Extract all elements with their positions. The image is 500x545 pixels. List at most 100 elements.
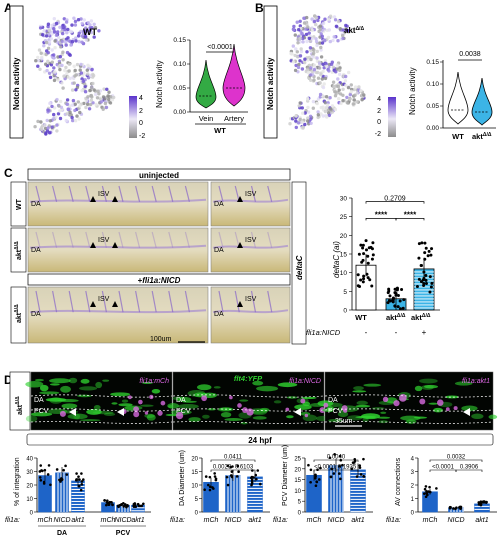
umap-point [346, 29, 351, 33]
panel-letter-c: C [4, 166, 13, 180]
yfp-signal [111, 402, 118, 405]
umap-point [311, 99, 316, 104]
umap-point [58, 55, 62, 59]
data-point [110, 500, 113, 504]
umap-point [106, 94, 110, 98]
isv-stain [168, 185, 174, 202]
yfp-signal [273, 400, 282, 404]
data-point [208, 485, 212, 489]
data-point [362, 457, 365, 461]
isv-stain [135, 185, 141, 202]
umap-point [298, 59, 302, 63]
violin-ylabel-b: Notch activity [408, 67, 417, 115]
violin-ylabel-a: Notch activity [155, 60, 164, 108]
data-point [386, 291, 390, 295]
colorbar-tick: -2 [375, 131, 381, 138]
yfp-signal [176, 396, 192, 402]
data-point [316, 468, 319, 471]
data-point [137, 504, 141, 508]
umap-point [301, 36, 305, 41]
umap-point [89, 102, 93, 107]
umap-point [70, 40, 75, 44]
umap-point [72, 64, 76, 69]
umap-point [312, 48, 316, 52]
sidebar-label-a: Notch activity [12, 57, 21, 110]
yfp-signal [207, 408, 217, 411]
isv-stain [184, 231, 190, 248]
data-point [133, 503, 137, 506]
isv-stain [118, 231, 124, 248]
yfp-signal [60, 385, 71, 393]
umap-point [73, 108, 77, 113]
umap-point [52, 66, 56, 70]
data-point [360, 260, 364, 264]
x-category: mCh [307, 517, 322, 524]
data-point [396, 294, 400, 298]
da-label: DA [31, 247, 41, 254]
yfp-signal [277, 382, 298, 388]
umap-point [75, 114, 79, 118]
data-point [254, 473, 258, 477]
pvalue: 0.3906 [460, 465, 479, 471]
umap-point [109, 95, 113, 99]
umap-point [39, 51, 43, 55]
isv-stain [151, 231, 157, 248]
data-point [417, 256, 421, 260]
umap-point [288, 122, 292, 126]
data-point [366, 276, 370, 280]
umap-point [318, 61, 322, 65]
umap-point [300, 106, 304, 110]
umap-point [332, 84, 336, 89]
colorbar-b [388, 97, 396, 137]
umap-point [310, 28, 314, 32]
data-point [309, 480, 312, 484]
umap-point [334, 70, 338, 74]
isv-stain [218, 290, 224, 313]
yfp-signal [80, 378, 90, 384]
umap-point [338, 68, 342, 73]
umap-point [97, 29, 101, 33]
data-point [452, 507, 455, 510]
isv-stain [68, 185, 74, 202]
umap-point [64, 43, 68, 47]
panel-b: Notch activity aktΔ/Δ 4 2 0 -2 Notch act… [263, 5, 496, 141]
data-point [39, 464, 43, 467]
data-point [38, 476, 42, 479]
umap-point [94, 102, 98, 107]
isv-stain [184, 290, 190, 313]
violin-yticks-a: 0.00 0.05 0.10 0.15 [173, 37, 190, 116]
umap-point [58, 109, 62, 113]
data-point [423, 257, 427, 261]
data-point [366, 261, 370, 265]
umap-point [293, 33, 297, 37]
header-uninjected: uninjected [139, 171, 179, 180]
umap-point [60, 81, 64, 85]
isv-stain [118, 185, 124, 202]
mcherry-cell [144, 411, 149, 415]
data-point [358, 466, 362, 469]
yfp-signal [171, 409, 192, 415]
umap-point [315, 43, 319, 48]
umap-point [312, 68, 317, 72]
embryo-image [27, 286, 209, 344]
umap-point [67, 69, 71, 73]
data-point [395, 287, 399, 291]
mcherry-cell [138, 399, 143, 405]
data-point [55, 468, 59, 471]
mcherry-cell [285, 407, 290, 412]
data-point [78, 478, 81, 481]
data-point [366, 254, 370, 258]
fli1a-label: fli1a: [170, 517, 185, 524]
yfp-signal [25, 381, 44, 388]
umap-point [60, 39, 64, 44]
umap-point [36, 119, 40, 124]
umap-point [71, 98, 76, 103]
umap-point [74, 88, 78, 92]
data-point [213, 472, 216, 475]
umap-point [90, 95, 94, 99]
data-point [106, 499, 109, 502]
umap-point [338, 72, 342, 77]
umap-point [58, 67, 62, 72]
umap-point [107, 90, 111, 94]
data-point [105, 503, 108, 507]
